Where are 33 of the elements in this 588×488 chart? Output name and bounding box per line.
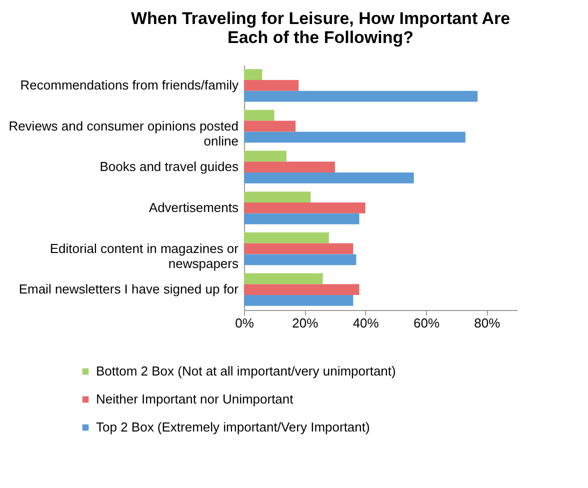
y-tick-label: Editorial content in magazines or newspapers (50, 240, 240, 271)
y-tick-label: Recommendations from friends/family (20, 77, 239, 92)
legend-label: Bottom 2 Box (Not at all important/very unimportant) (96, 364, 396, 378)
x-tick-label: 40% (352, 316, 380, 330)
bar (244, 192, 311, 202)
bar (244, 254, 356, 266)
bar (244, 150, 286, 162)
y-tick-label: Email newsletters I have signed up for (18, 282, 240, 297)
bar (244, 69, 262, 80)
bar (244, 284, 360, 296)
x-tick-label: 80% (474, 316, 501, 330)
y-tick-label: Books and travel guides (100, 159, 239, 174)
x-tick-label: 60% (413, 316, 440, 330)
bar (244, 110, 274, 121)
bar (244, 80, 299, 91)
legend-label: Top 2 Box (Extremely important/Very Important) (96, 420, 370, 434)
bar (244, 295, 354, 306)
bar (244, 213, 360, 224)
bar (244, 162, 335, 173)
chart-title: When Traveling for Leisure, How Important Are Each of the Following? (130, 9, 510, 47)
bar (244, 120, 296, 132)
bar (244, 232, 329, 244)
bar (244, 90, 478, 102)
y-tick-label: Advertisements (148, 200, 239, 215)
legend-label: Neither Important nor Unimportant (96, 392, 294, 406)
bar (244, 243, 354, 254)
bar (244, 202, 366, 214)
bar (244, 132, 466, 143)
x-tick-label: 0% (235, 316, 254, 330)
bar (244, 172, 414, 184)
bar (244, 273, 323, 284)
y-tick-label: Reviews and consumer opinions posted online (8, 118, 238, 148)
x-tick-label: 20% (292, 316, 319, 330)
